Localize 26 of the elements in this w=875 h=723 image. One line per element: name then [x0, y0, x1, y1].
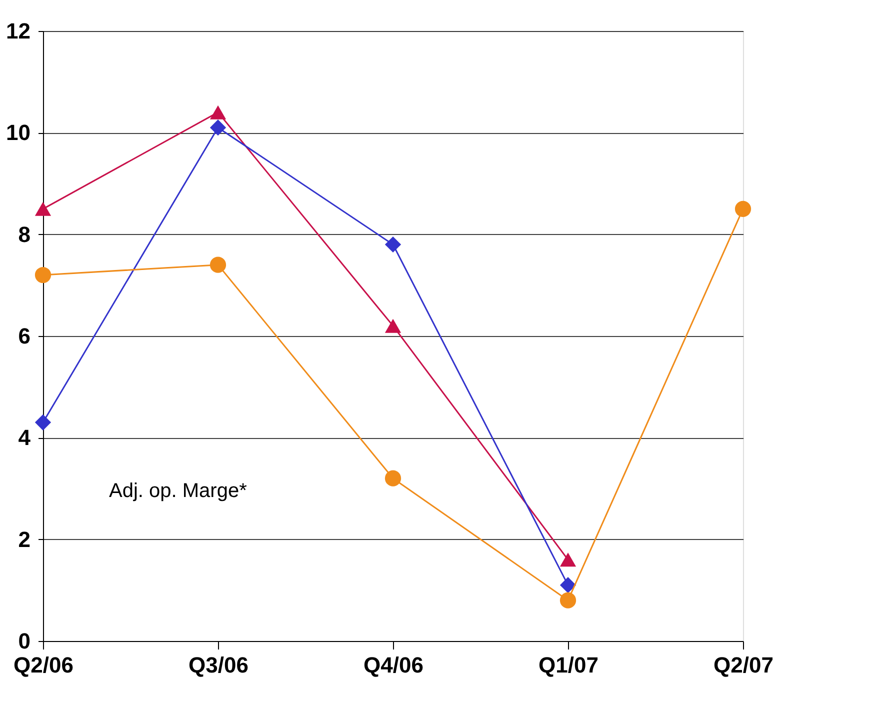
y-tick-label: 10: [6, 120, 30, 146]
y-tick-label: 8: [18, 222, 30, 247]
point: [210, 120, 226, 136]
y-tick-label: 2: [18, 526, 30, 552]
y-tick-label: 0: [18, 628, 30, 654]
x-tick-label: Q2/06: [14, 652, 74, 678]
annotation: Adj. op. Marge*: [109, 480, 248, 502]
y-tick-label: 4: [18, 425, 32, 450]
y-tick-label: 6: [18, 324, 30, 348]
point: [560, 592, 576, 608]
x-tick-label: Q2/07: [714, 652, 774, 678]
x-tick-label: Q1/07: [538, 652, 598, 678]
x-tick-label: Q4/06: [364, 652, 424, 678]
point: [384, 318, 402, 333]
point: [384, 236, 402, 253]
point: [560, 577, 576, 594]
point: [734, 200, 752, 217]
point: [560, 552, 576, 567]
point: [34, 202, 52, 216]
point: [210, 105, 226, 120]
y-tick-label: 12: [6, 18, 30, 44]
point: [34, 414, 52, 430]
point: [34, 266, 52, 284]
x-tick-label: Q3/06: [188, 652, 248, 678]
point: [384, 470, 402, 486]
point: [210, 256, 226, 273]
